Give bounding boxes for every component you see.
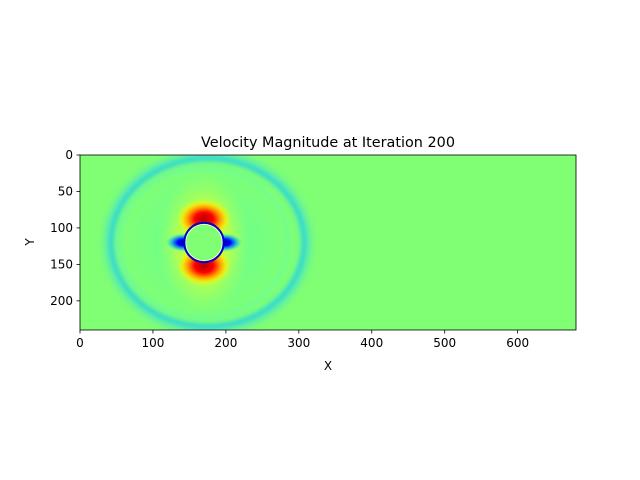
x-tick-label: 400	[360, 336, 383, 350]
y-tick-label: 150	[50, 258, 73, 272]
x-tick-label: 200	[214, 336, 237, 350]
plot-frame	[79, 154, 577, 331]
chart-title: Velocity Magnitude at Iteration 200	[201, 135, 455, 151]
plot-area	[80, 155, 576, 330]
x-tick-label: 100	[141, 336, 164, 350]
wavefront-ring	[110, 157, 306, 328]
y-tick-label: 100	[50, 221, 73, 235]
x-tick-label: 0	[76, 336, 84, 350]
wavefront-ring-inner	[118, 167, 289, 318]
x-tick-label: 300	[287, 336, 310, 350]
obstacle-circle	[185, 223, 223, 262]
y-axis-label: Y	[23, 238, 37, 247]
wavefront-glow	[105, 155, 311, 330]
x-tick-label: 600	[506, 336, 529, 350]
x-axis-label: X	[324, 359, 332, 373]
velocity-field	[105, 155, 311, 330]
y-axis: 0 50 100 150 200	[50, 148, 80, 308]
x-axis: 0 100 200 300 400 500 600	[76, 330, 529, 350]
y-tick-label: 200	[50, 294, 73, 308]
obstacle-outline	[183, 221, 225, 264]
x-tick-label: 500	[433, 336, 456, 350]
y-tick-label: 50	[58, 185, 73, 199]
y-tick-label: 0	[65, 148, 73, 162]
